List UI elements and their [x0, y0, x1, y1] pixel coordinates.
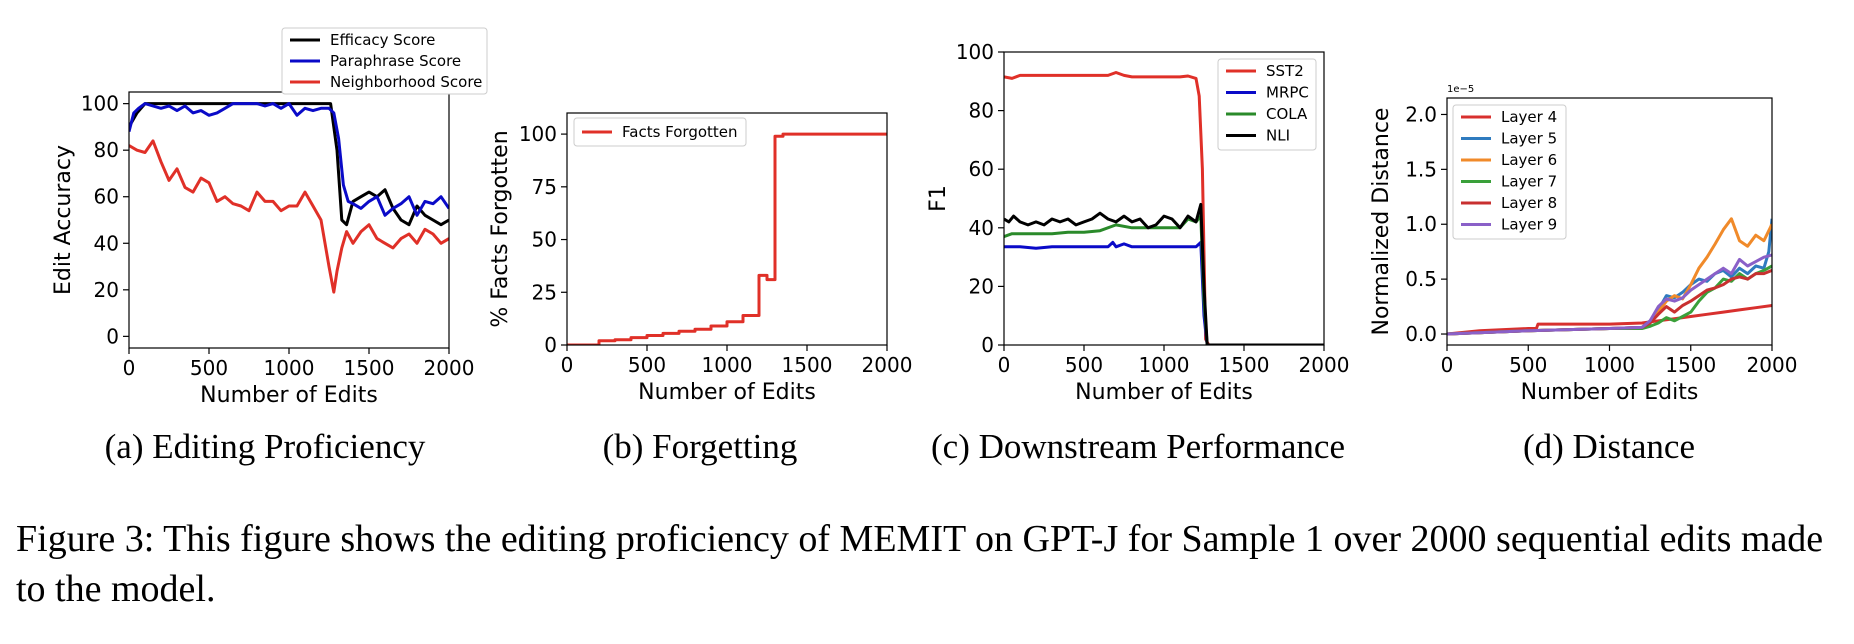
y-tick-label: 60 [94, 185, 119, 209]
legend-label-layer-4: Layer 4 [1501, 108, 1557, 126]
y-axis-label: % Facts Forgotten [488, 130, 513, 327]
series-line-efficacy-score [129, 102, 449, 227]
y-axis-label: Normalized Distance [1369, 108, 1394, 336]
legend-label-sst2: SST2 [1266, 62, 1304, 80]
x-tick-label: 2000 [1747, 353, 1798, 377]
panel-forgetting: 0 500 1000 1500 2000 0 25 50 75 100 Number of Edit… [488, 112, 913, 466]
legend: Efficacy Score Paraphrase Score Neighborho… [281, 27, 488, 95]
x-tick-label: 1000 [264, 356, 315, 380]
y-tick-label: 0.0 [1405, 322, 1437, 346]
series-line-neighborhood-score [129, 139, 449, 294]
x-tick-label: 2000 [1299, 353, 1350, 377]
legend: SST2 MRPC COLA NLI [1217, 58, 1317, 151]
legend-box [573, 117, 747, 147]
legend-label-efficacy-score: Efficacy Score [330, 31, 435, 49]
legend: Layer 4 Layer 5 Layer 6 Layer 7 Layer 8 Layer… [1452, 104, 1567, 240]
series-line-mrpc [1004, 240, 1324, 345]
x-tick-label: 0 [1441, 353, 1454, 377]
x-tick-label: 500 [628, 353, 666, 377]
x-tick-label: 1000 [702, 353, 753, 377]
y-tick-label: 20 [969, 274, 994, 298]
subcaption: (a) Editing Proficiency [105, 427, 426, 466]
x-tick-label: 1500 [782, 353, 833, 377]
y-tick-label: 0 [106, 324, 119, 348]
y-tick-label: 80 [969, 99, 994, 123]
legend-label-layer-6: Layer 6 [1501, 151, 1557, 169]
x-tick-label: 1500 [344, 356, 395, 380]
y-tick-label: 100 [519, 122, 557, 146]
x-tick-label: 1500 [1219, 353, 1270, 377]
series-line-layer-4 [1447, 304, 1772, 336]
figure-caption: Figure 3: This figure shows the editing … [16, 518, 1824, 610]
x-tick-label: 0 [561, 353, 574, 377]
y-tick-label: 1.5 [1405, 157, 1437, 181]
y-tick-label: 100 [956, 40, 994, 64]
y-axis-label: Edit Accuracy [51, 145, 76, 295]
legend-label-cola: COLA [1266, 105, 1308, 123]
subcaption: (c) Downstream Performance [931, 427, 1345, 466]
y-tick-label: 100 [81, 92, 119, 116]
legend-label-neighborhood-score: Neighborhood Score [330, 73, 482, 91]
y-offset-text: 1e−5 [1447, 84, 1474, 95]
y-axis-label: F1 [926, 185, 951, 212]
y-tick-label: 60 [969, 157, 994, 181]
series-line-facts-forgotten [567, 132, 887, 345]
y-tick-label: 50 [532, 228, 557, 252]
series-line-paraphrase-score [129, 102, 449, 217]
legend-label-mrpc: MRPC [1266, 84, 1309, 102]
y-tick-label: 40 [94, 231, 119, 255]
legend-label-nli: NLI [1266, 127, 1290, 145]
y-tick-label: 20 [94, 278, 119, 302]
legend-label-facts-forgotten: Facts Forgotten [622, 123, 738, 141]
x-tick-label: 500 [1065, 353, 1103, 377]
x-axis-label: Number of Edits [200, 383, 378, 408]
y-tick-label: 25 [532, 280, 557, 304]
legend-label-layer-9: Layer 9 [1501, 216, 1557, 234]
x-tick-label: 2000 [424, 356, 475, 380]
legend: Facts Forgotten [573, 117, 747, 147]
legend-label-layer-7: Layer 7 [1501, 173, 1557, 191]
y-tick-label: 80 [94, 138, 119, 162]
y-tick-label: 0 [544, 333, 557, 357]
panel-distance: 0 500 1000 1500 2000 0.0 0.5 1.0 1.5 2.0 Number of… [1369, 84, 1797, 466]
x-axis-label: Number of Edits [1521, 380, 1699, 405]
subcaption: (d) Distance [1523, 427, 1695, 466]
y-tick-label: 75 [532, 175, 557, 199]
plot-frame [566, 112, 888, 346]
legend-label-layer-5: Layer 5 [1501, 130, 1557, 148]
panel-editing-proficiency: 0 500 1000 1500 2000 0 20 40 60 80 100 Number of Ed… [51, 27, 488, 466]
legend-label-paraphrase-score: Paraphrase Score [330, 52, 461, 70]
series-line-layer-9 [1447, 253, 1772, 336]
subcaption: (b) Forgetting [603, 427, 798, 466]
x-axis-label: Number of Edits [638, 380, 816, 405]
series-line-cola [1004, 214, 1324, 345]
x-axis-label: Number of Edits [1075, 380, 1253, 405]
y-tick-label: 40 [969, 216, 994, 240]
y-tick-label: 2.0 [1405, 102, 1437, 126]
y-tick-label: 1.0 [1405, 212, 1437, 236]
legend-box [1217, 58, 1317, 151]
legend-label-layer-8: Layer 8 [1501, 194, 1557, 212]
series-line-sst2 [1004, 71, 1324, 345]
panel-downstream-performance: 0 500 1000 1500 2000 0 20 40 60 80 100 Number of Ed… [926, 40, 1349, 466]
x-tick-label: 2000 [862, 353, 913, 377]
x-tick-label: 1000 [1584, 353, 1635, 377]
y-tick-label: 0 [981, 333, 994, 357]
x-tick-label: 0 [998, 353, 1011, 377]
x-tick-label: 500 [1509, 353, 1547, 377]
x-tick-label: 0 [123, 356, 136, 380]
legend-box [281, 27, 488, 95]
series-line-nli [1004, 202, 1324, 345]
y-tick-label: 0.5 [1405, 267, 1437, 291]
x-tick-label: 1500 [1665, 353, 1716, 377]
x-tick-label: 1000 [1139, 353, 1190, 377]
x-tick-label: 500 [190, 356, 228, 380]
